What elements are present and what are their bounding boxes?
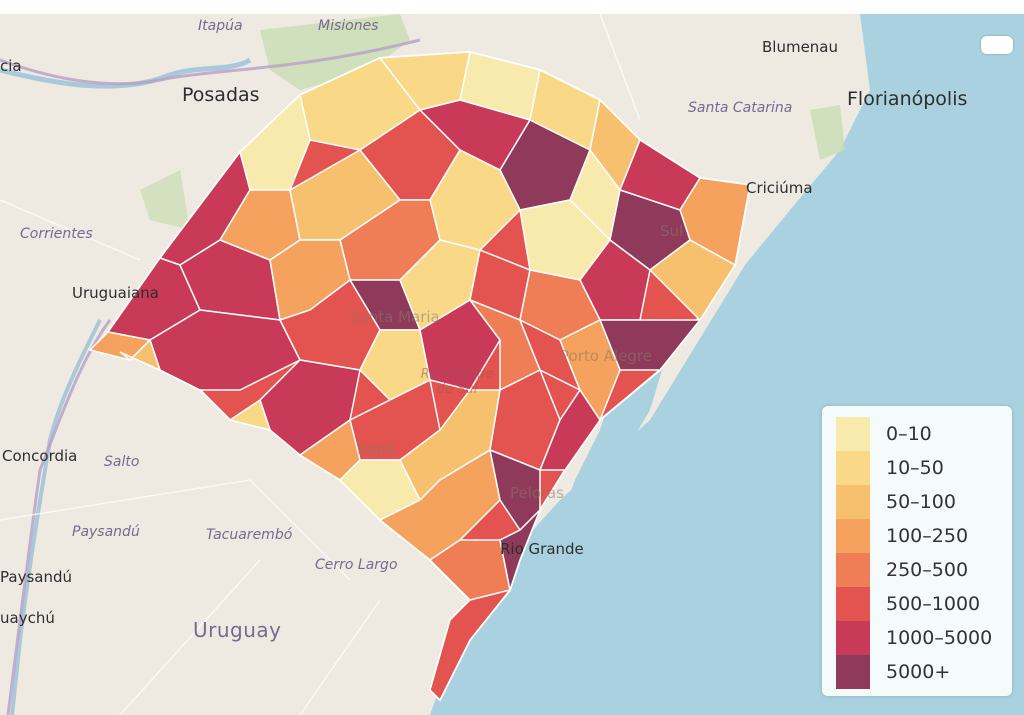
city-label-paysandu: Paysandú (0, 568, 72, 586)
legend-item: 50–100 (836, 485, 956, 519)
region-label-tacuarembo: Tacuarembó (206, 527, 293, 543)
legend-label: 50–100 (886, 491, 956, 513)
region-label-rio-grande-do-sul: Rio Grande do Sul (420, 367, 494, 397)
legend-item: 250–500 (836, 553, 968, 587)
city-label-rio-grande: Rio Grande (500, 540, 584, 558)
region-label-itapua: Itapúa (198, 18, 243, 34)
city-label-posadas: Posadas (182, 84, 260, 106)
faded-label-sul: Sul (660, 222, 684, 240)
legend-item: 1000–5000 (836, 621, 992, 655)
legend-item: 500–1000 (836, 587, 980, 621)
intl-border (0, 38, 421, 86)
intl-border (6, 319, 112, 715)
municipality-polygons (88, 51, 751, 702)
region-label-misiones: Misiones (318, 18, 379, 34)
city-label-corrientes-city: cia (0, 57, 22, 75)
legend-label: 250–500 (886, 559, 969, 581)
city-label-gualeguaychu: uaychú (0, 609, 55, 627)
forest-patch (810, 105, 845, 160)
road (0, 14, 641, 715)
legend-item: 5000+ (836, 655, 950, 689)
legend-swatch (836, 587, 870, 621)
legend-swatch (836, 553, 870, 587)
legend-item: 0–10 (836, 417, 932, 451)
legend-label: 5000+ (886, 661, 951, 683)
city-label-santa-maria: Santa Maria (350, 308, 440, 326)
city-label-florianopolis: Florianópolis (847, 88, 968, 110)
forest-patch (260, 14, 410, 90)
city-label-uruguaiana: Uruguaiana (72, 284, 159, 302)
legend-swatch (836, 621, 870, 655)
legend-swatch (836, 519, 870, 553)
legend-label: 500–1000 (886, 593, 981, 615)
region-label-paysandu: Paysandú (72, 524, 140, 540)
forest-patch (140, 170, 190, 230)
uruguay-river (10, 319, 102, 715)
city-label-blumenau: Blumenau (762, 38, 839, 56)
map-control-button[interactable] (981, 36, 1013, 54)
legend-swatch (836, 655, 870, 689)
legend-label: 100–250 (886, 525, 969, 547)
city-label-concordia: Concordia (2, 447, 78, 465)
legend-label: 10–50 (886, 457, 944, 479)
legend-swatch (836, 417, 870, 451)
country-label-uruguay: Uruguay (193, 618, 282, 642)
region-label-santa-catarina: Santa Catarina (688, 100, 793, 116)
region-label-cerro-largo: Cerro Largo (315, 557, 398, 573)
lagoa-dos-patos (560, 360, 665, 520)
region-label-corrientes: Corrientes (20, 226, 93, 242)
region-label-salto: Salto (104, 454, 140, 470)
city-label-pelotas: Pelotas (510, 484, 564, 502)
legend-swatch (836, 485, 870, 519)
legend-item: 100–250 (836, 519, 968, 553)
legend-item: 10–50 (836, 451, 944, 485)
faded-label-porto-alegre: Porto Alegre (560, 347, 652, 365)
map-legend: 0–10 10–50 50–100 100–250 250–500 500–10… (822, 406, 1012, 696)
legend-label: 0–10 (886, 423, 932, 445)
faded-label-bage: Bagé (357, 440, 396, 458)
legend-swatch (836, 451, 870, 485)
legend-label: 1000–5000 (886, 627, 993, 649)
choropleth-map[interactable]: cia Itapúa Misiones Posadas Blumenau Flo… (0, 14, 1024, 715)
city-label-criciuma: Criciúma (746, 179, 813, 197)
